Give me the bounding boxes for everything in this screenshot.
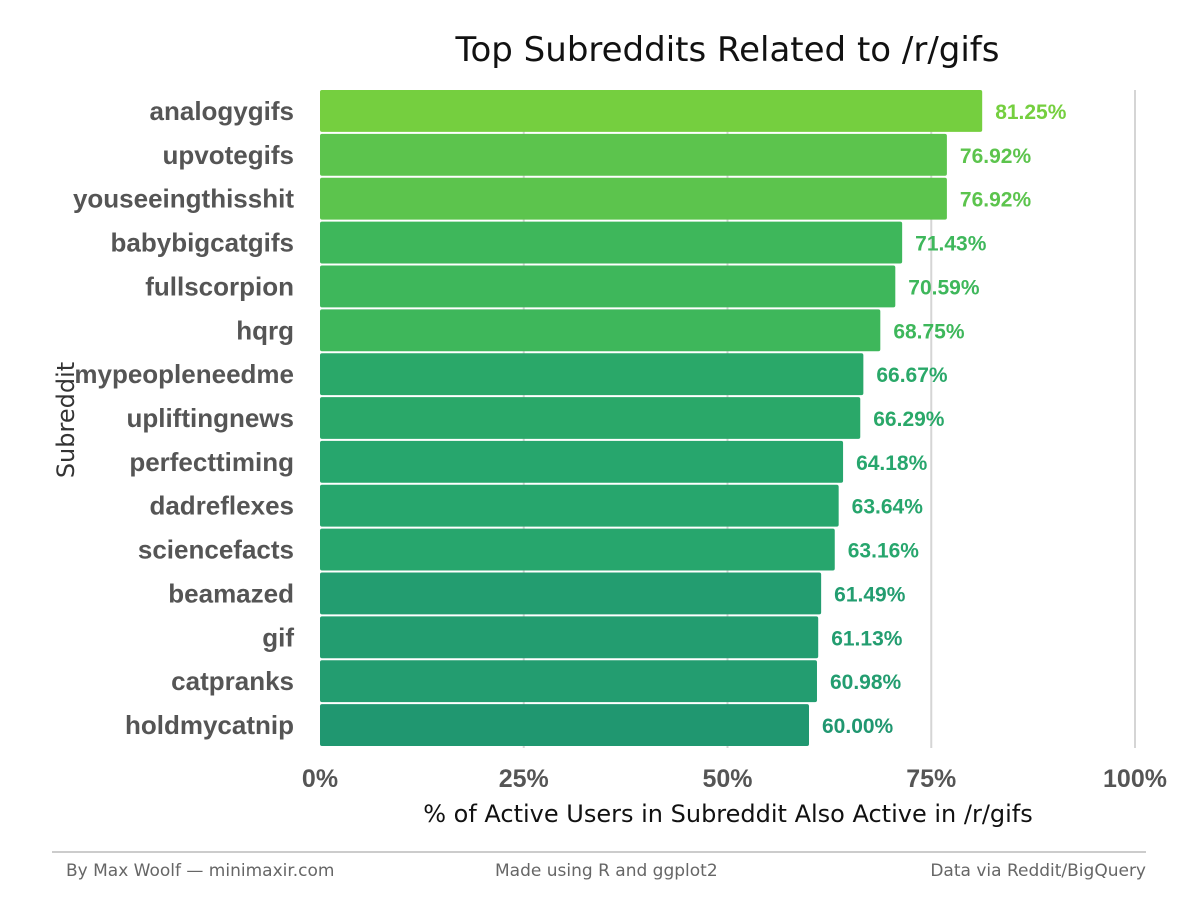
bar-perfecttiming bbox=[320, 440, 844, 483]
bar-analogygifs bbox=[320, 90, 983, 132]
value-label-dadreflexes: 63.64% bbox=[852, 496, 924, 519]
bar-youseeingthisshit bbox=[320, 177, 947, 220]
x-tick-75: 75% bbox=[906, 765, 956, 793]
bar-sciencefacts bbox=[320, 528, 835, 571]
category-label-gif: gif bbox=[262, 622, 294, 652]
category-label-beamazed: beamazed bbox=[168, 578, 294, 608]
bar-beamazed bbox=[320, 572, 822, 615]
bar-fullscorpion bbox=[320, 265, 896, 308]
chart-title: Top Subreddits Related to /r/gifs bbox=[455, 30, 1000, 70]
bar-hqrg bbox=[320, 309, 881, 352]
y-axis-label: Subreddit bbox=[52, 362, 80, 478]
x-tick-50: 50% bbox=[702, 765, 752, 793]
value-label-analogygifs: 81.25% bbox=[995, 101, 1067, 124]
footer-source: Data via Reddit/BigQuery bbox=[930, 861, 1146, 881]
bar-catpranks bbox=[320, 660, 817, 703]
footer-divider bbox=[52, 851, 1146, 853]
category-label-perfecttiming: perfecttiming bbox=[129, 447, 294, 477]
category-label-fullscorpion: fullscorpion bbox=[145, 271, 294, 301]
value-label-mypeopleneedme: 66.67% bbox=[876, 364, 948, 387]
bar-upvotegifs bbox=[320, 133, 947, 176]
footer-credit: By Max Woolf — minimaxir.com bbox=[66, 861, 335, 881]
category-label-mypeopleneedme: mypeopleneedme bbox=[74, 359, 294, 389]
bar-holdmycatnip bbox=[320, 704, 809, 746]
value-label-upvotegifs: 76.92% bbox=[960, 145, 1032, 168]
bar-dadreflexes bbox=[320, 484, 839, 527]
category-label-babybigcatgifs: babybigcatgifs bbox=[111, 228, 294, 258]
value-label-upliftingnews: 66.29% bbox=[873, 408, 945, 431]
value-label-catpranks: 60.98% bbox=[830, 671, 902, 694]
category-labels: analogygifs upvotegifs youseeingthisshit ba… bbox=[73, 96, 294, 740]
value-labels: 81.25% 76.92% 76.92% 71.43% 70.59% 68.75% 66.6… bbox=[822, 101, 1067, 738]
category-label-holdmycatnip: holdmycatnip bbox=[125, 710, 294, 740]
value-label-holdmycatnip: 60.00% bbox=[822, 715, 894, 738]
value-label-gif: 61.13% bbox=[831, 627, 903, 650]
value-label-perfecttiming: 64.18% bbox=[856, 452, 928, 475]
value-label-sciencefacts: 63.16% bbox=[848, 540, 920, 563]
category-label-upvotegifs: upvotegifs bbox=[163, 140, 294, 170]
bar-gif bbox=[320, 616, 819, 659]
value-label-beamazed: 61.49% bbox=[834, 583, 906, 606]
x-tick-25: 25% bbox=[499, 765, 549, 793]
value-label-fullscorpion: 70.59% bbox=[908, 276, 980, 299]
x-axis-label: % of Active Users in Subreddit Also Acti… bbox=[423, 800, 1033, 828]
x-tick-0: 0% bbox=[302, 765, 338, 793]
bar-mypeopleneedme bbox=[320, 353, 864, 396]
value-label-youseeingthisshit: 76.92% bbox=[960, 189, 1032, 212]
category-label-sciencefacts: sciencefacts bbox=[138, 535, 294, 565]
category-label-dadreflexes: dadreflexes bbox=[149, 491, 294, 521]
category-label-catpranks: catpranks bbox=[171, 666, 294, 696]
x-tick-labels: 0% 25% 50% 75% 100% bbox=[302, 765, 1167, 793]
category-label-hqrg: hqrg bbox=[236, 315, 294, 345]
category-label-youseeingthisshit: youseeingthisshit bbox=[73, 184, 294, 214]
category-label-upliftingnews: upliftingnews bbox=[126, 403, 294, 433]
value-label-babybigcatgifs: 71.43% bbox=[915, 233, 987, 256]
bar-babybigcatgifs bbox=[320, 221, 903, 264]
bar-upliftingnews bbox=[320, 397, 861, 439]
category-label-analogygifs: analogygifs bbox=[150, 96, 294, 126]
footer-tool: Made using R and ggplot2 bbox=[495, 861, 718, 881]
value-label-hqrg: 68.75% bbox=[893, 320, 965, 343]
bars bbox=[320, 90, 983, 746]
x-tick-100: 100% bbox=[1103, 765, 1167, 793]
